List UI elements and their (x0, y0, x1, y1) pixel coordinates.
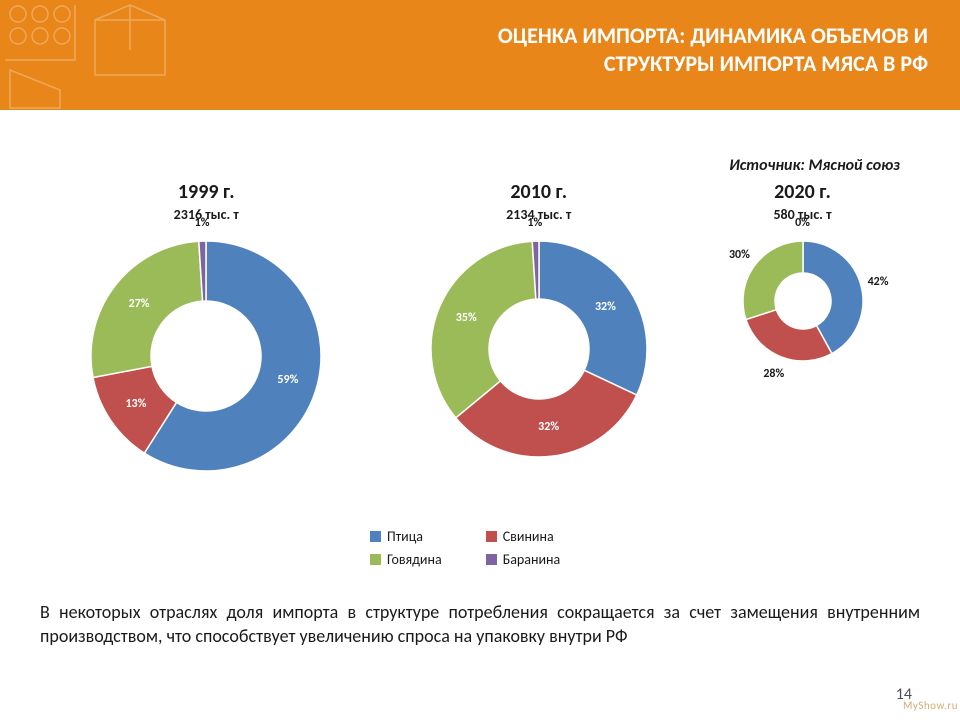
charts-row: 1999 г. 2316 тыс. т 59%13%27%1% 2010 г. … (60, 180, 900, 540)
donut-2010: 32%32%35%1% (431, 241, 647, 457)
slice-label-2010-poultry: 32% (595, 300, 616, 314)
legend-swatch-lamb (486, 554, 497, 565)
slice-label-2010-pork: 32% (538, 420, 559, 434)
legend-label-pork: Свинина (503, 528, 554, 545)
legend-item-pork: Свинина (486, 528, 561, 545)
header-decoration (0, 0, 200, 110)
chart-col-2010: 2010 г. 2134 тыс. т 32%32%35%1% (393, 180, 686, 540)
slice-label-1999-poultry: 59% (277, 373, 298, 387)
legend-item-poultry: Птица (370, 528, 442, 545)
chart-col-1999: 1999 г. 2316 тыс. т 59%13%27%1% (60, 180, 353, 540)
year-1999: 1999 г. (178, 180, 235, 204)
donut-2020: 42%28%30%0% (743, 241, 863, 361)
slice-label-1999-beef: 27% (129, 297, 150, 311)
slice-2010-poultry (539, 241, 647, 395)
legend-item-beef: Говядина (370, 551, 442, 568)
chart-col-2020: 2020 г. 580 тыс. т 42%28%30%0% (705, 180, 900, 540)
slice-label-2010-beef: 35% (456, 311, 477, 325)
page-title: ОЦЕНКА ИМПОРТА: ДИНАМИКА ОБЪЕМОВ И СТРУК… (388, 22, 928, 77)
legend-swatch-pork (486, 531, 497, 542)
legend: Птица Свинина Говядина Баранина (370, 528, 560, 568)
legend-item-lamb: Баранина (486, 551, 561, 568)
year-2010: 2010 г. (510, 180, 567, 204)
slice-label-2020-lamb: 0% (795, 216, 810, 230)
slice-label-2020-pork: 28% (763, 367, 784, 381)
slice-2020-beef (743, 241, 803, 320)
legend-label-poultry: Птица (387, 528, 423, 545)
watermark: MyShow.ru (903, 699, 958, 712)
slice-label-1999-lamb: 1% (195, 216, 210, 230)
slice-label-2020-poultry: 42% (868, 275, 889, 289)
slice-label-2020-beef: 30% (729, 248, 750, 262)
body-text: В некоторых отраслях доля импорта в стру… (40, 600, 920, 649)
year-2020: 2020 г. (774, 180, 831, 204)
source-label: Источник: Мясной союз (729, 156, 900, 175)
slice-label-2010-lamb: 1% (527, 216, 542, 230)
slice-2010-beef (431, 241, 536, 418)
donut-1999: 59%13%27%1% (91, 241, 321, 471)
legend-swatch-beef (370, 554, 381, 565)
legend-swatch-poultry (370, 531, 381, 542)
legend-label-beef: Говядина (387, 551, 442, 568)
slice-2020-pork (745, 310, 831, 361)
slice-label-1999-pork: 13% (125, 397, 146, 411)
legend-label-lamb: Баранина (503, 551, 561, 568)
